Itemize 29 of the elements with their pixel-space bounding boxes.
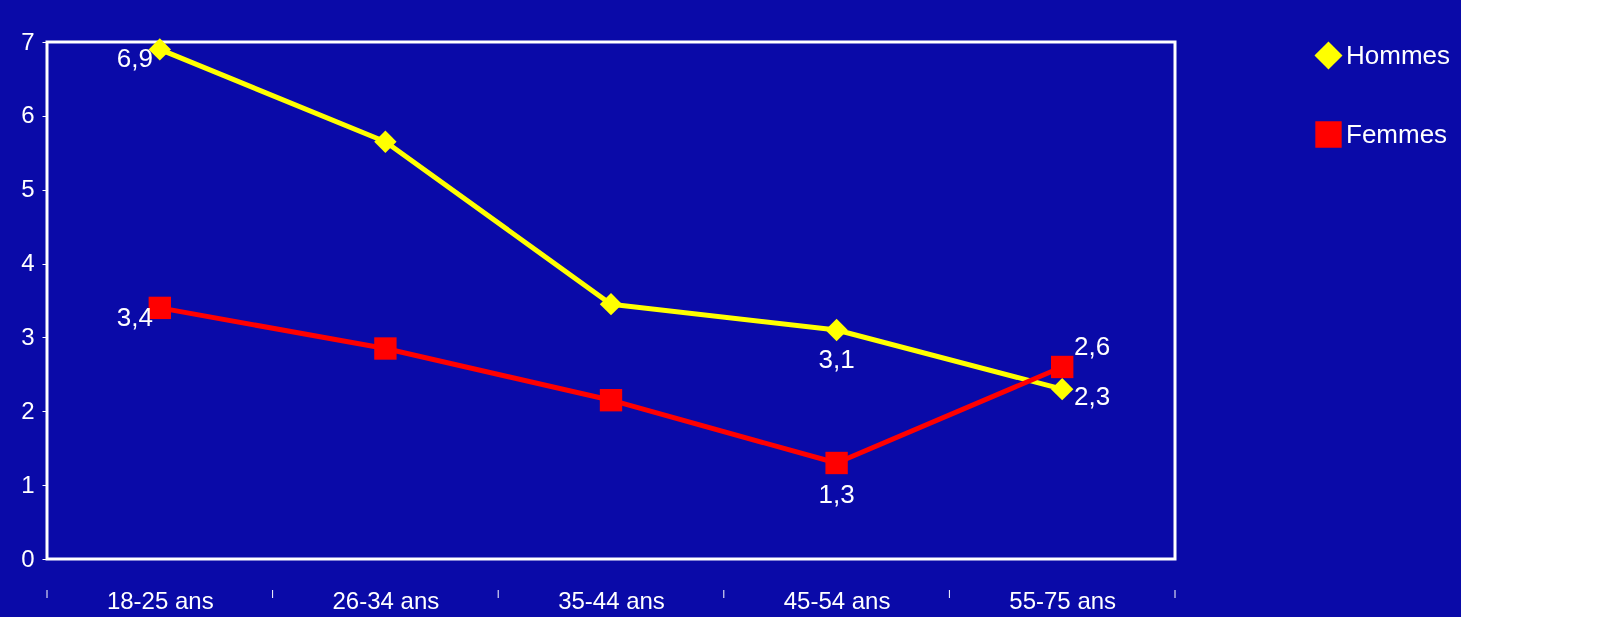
- y-tick-label: 3: [21, 322, 35, 350]
- point: [825, 451, 848, 475]
- x-tick-label: 26-34 ans: [332, 586, 440, 614]
- data-label: 6,9: [116, 43, 153, 74]
- data-label: 1,3: [818, 478, 855, 509]
- legend-label: Hommes: [1346, 39, 1451, 70]
- y-tick-label: 4: [21, 249, 35, 277]
- point: [825, 318, 848, 342]
- legend-label: Femmes: [1346, 118, 1448, 149]
- point: [599, 293, 623, 316]
- point: [374, 130, 397, 153]
- x-tick-label: 35-44 ans: [558, 586, 665, 614]
- data-label: 2,6: [1074, 330, 1111, 361]
- data-label: 3,1: [818, 344, 855, 375]
- y-tick-label: 0: [21, 544, 35, 572]
- y-tick-label: 7: [21, 27, 35, 55]
- y-tick-label: 1: [21, 470, 35, 498]
- point: [599, 389, 623, 412]
- point: [374, 337, 397, 360]
- data-label: 2,3: [1074, 381, 1111, 412]
- y-tick-label: 6: [21, 101, 35, 129]
- y-tick-label: 2: [21, 396, 35, 424]
- point: [1051, 377, 1074, 401]
- data-label: 3,4: [116, 301, 153, 332]
- y-tick-label: 5: [21, 175, 35, 203]
- x-tick-label: 55-75 ans: [1009, 586, 1117, 614]
- x-tick-label: 18-25 ans: [106, 586, 214, 614]
- x-tick-label: 45-54 ans: [783, 586, 891, 614]
- point: [1051, 355, 1074, 379]
